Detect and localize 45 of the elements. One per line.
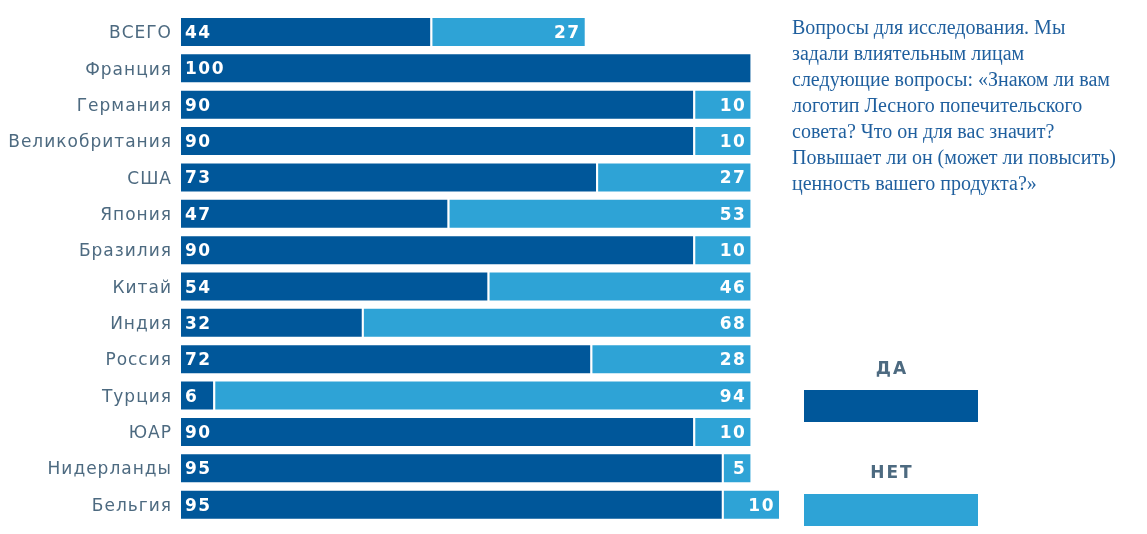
data-label: 72 (185, 349, 212, 370)
y-tick-label: Германия (76, 94, 172, 115)
y-tick-label: Китай (112, 276, 172, 297)
y-tick-label: Индия (110, 313, 172, 334)
data-label: 90 (185, 421, 212, 442)
data-label: 10 (748, 494, 775, 515)
data-label: 54 (185, 276, 212, 297)
text: ДА (874, 358, 910, 378)
data-label: 73 (185, 167, 212, 188)
data-label: 94 (719, 385, 747, 406)
y-tick-label: Турция (100, 385, 172, 406)
data-label: 90 (185, 131, 212, 152)
data-label: 6 (185, 385, 199, 406)
data-label: 46 (719, 276, 747, 297)
y-tick-label: Россия (105, 349, 172, 370)
data-label: 68 (719, 312, 747, 333)
data-label: 28 (719, 349, 747, 370)
y-tick-label: Япония (100, 204, 172, 224)
y-tick-label: Великобритания (8, 131, 172, 152)
y-tick-label: ВСЕГО (108, 22, 172, 43)
text: Вопросы для исследования. Мы задали влиятельным лицам следующие вопросы: «Знаком ли вам логотип Лесного попечительского совета? Что он для вас значит? Повышает ли он (может ли повысить) ценность вашего продукта?» (792, 15, 1117, 196)
y-tick-label: Бельгия (91, 494, 172, 515)
data-label: 90 (185, 94, 212, 115)
bar (179, 52, 753, 85)
data-label: 27 (719, 167, 747, 188)
data-label: 100 (185, 58, 225, 79)
data-label: 32 (185, 312, 212, 333)
data-label: 10 (719, 131, 747, 152)
data-label: 90 (185, 240, 212, 261)
data-label: 95 (185, 494, 212, 515)
data-label: 10 (719, 94, 747, 115)
text: НЕТ (869, 462, 915, 482)
y-tick-label: ЮАР (128, 422, 172, 443)
y-tick-label: Франция (85, 58, 172, 79)
data-label: 10 (719, 421, 747, 442)
data-label: 5 (733, 458, 747, 479)
y-tick-label: Бразилия (78, 240, 172, 261)
data-label: 10 (719, 240, 747, 261)
y-tick-label: США (127, 167, 172, 188)
data-label: 27 (554, 22, 581, 43)
y-tick-label: Нидерланды (47, 458, 172, 479)
data-label: 47 (185, 203, 212, 224)
data-label: 53 (719, 203, 747, 224)
data-label: 44 (185, 22, 212, 43)
data-label: 95 (185, 458, 212, 479)
